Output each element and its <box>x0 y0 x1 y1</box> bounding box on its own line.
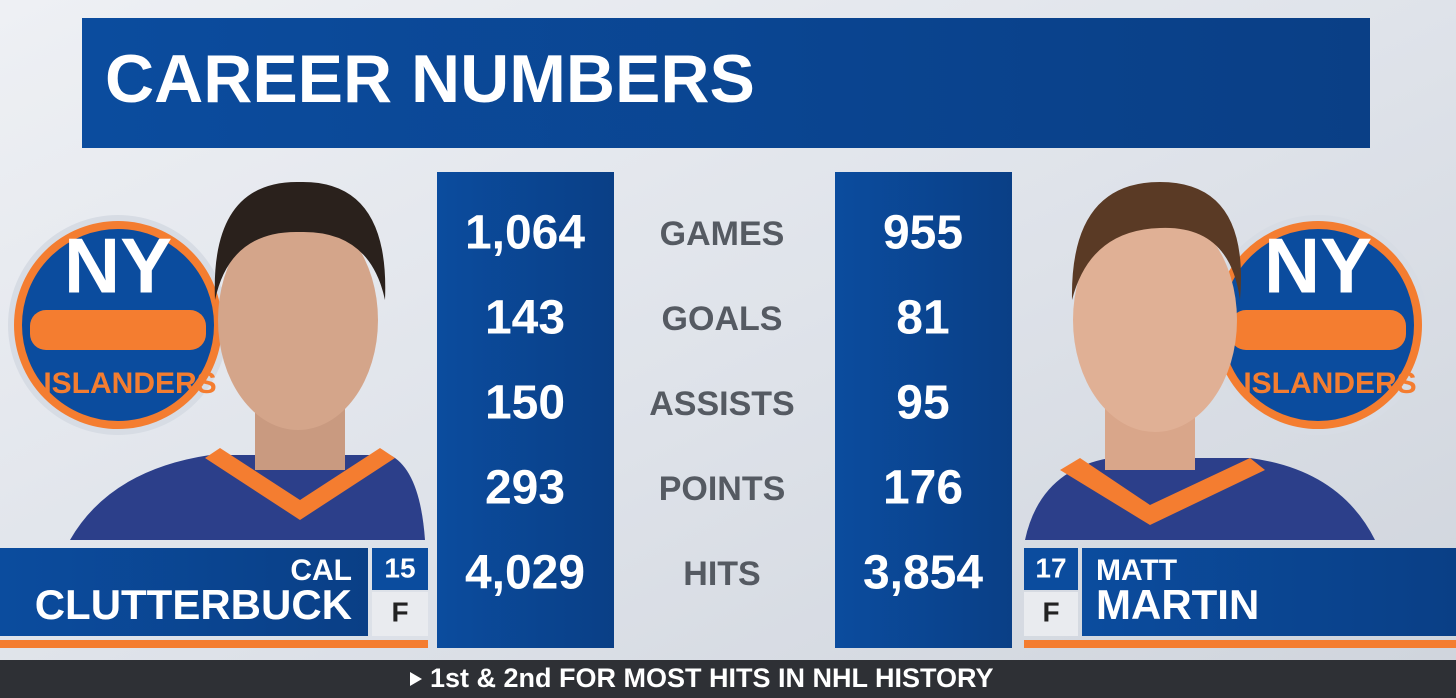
accent-line-right <box>1024 640 1456 648</box>
player-number: 17 <box>1035 552 1066 583</box>
player-photo-right <box>1025 182 1375 540</box>
position-box-left <box>372 592 428 636</box>
title-bar <box>82 18 1370 148</box>
player-photo-left <box>70 181 425 540</box>
accent-line-left <box>0 640 428 648</box>
footer-arrow <box>410 672 422 686</box>
player-first-name: MATT <box>1096 554 1177 587</box>
logo-wordmark: ISLANDERS <box>43 367 216 400</box>
logo-right: NY ISLANDERS <box>1208 215 1428 435</box>
player-first-name: CAL <box>290 554 352 587</box>
player-number: 15 <box>384 552 415 583</box>
stat-column-left <box>437 172 614 648</box>
name-plate-left <box>0 548 368 636</box>
logo-mark: NY <box>64 222 172 310</box>
stat-value-left: 293 <box>485 462 565 515</box>
stat-value-left: 150 <box>485 377 565 430</box>
stat-label: HITS <box>683 555 760 593</box>
stat-label: POINTS <box>659 470 786 508</box>
title: CAREER NUMBERS <box>105 41 755 117</box>
footer-bar <box>0 660 1456 698</box>
stat-value-right: 3,854 <box>863 547 983 600</box>
player-last-name: MARTIN <box>1096 581 1259 628</box>
position-box-right <box>1024 592 1078 636</box>
player-position: F <box>1042 596 1059 627</box>
logo-left: NY ISLANDERS <box>8 215 228 435</box>
stat-label: ASSISTS <box>649 385 794 423</box>
logo-wordmark: ISLANDERS <box>1243 367 1416 400</box>
stat-label: GOALS <box>662 300 783 338</box>
stat-value-right: 81 <box>896 292 949 345</box>
number-box-right <box>1024 548 1078 590</box>
stat-value-left: 4,029 <box>465 547 585 600</box>
logo-mark: NY <box>1264 222 1372 310</box>
stat-value-right: 176 <box>883 462 963 515</box>
player-last-name: CLUTTERBUCK <box>35 581 352 628</box>
number-box-left <box>372 548 428 590</box>
stat-value-left: 1,064 <box>465 207 585 260</box>
footer-text: 1st & 2nd FOR MOST HITS IN NHL HISTORY <box>430 663 994 693</box>
stat-value-left: 143 <box>485 292 565 345</box>
stat-value-right: 955 <box>883 207 963 260</box>
name-plate-right <box>1082 548 1456 636</box>
player-position: F <box>391 596 408 627</box>
stat-value-right: 95 <box>896 377 949 430</box>
stat-label: GAMES <box>660 215 785 253</box>
stat-column-right <box>835 172 1012 648</box>
